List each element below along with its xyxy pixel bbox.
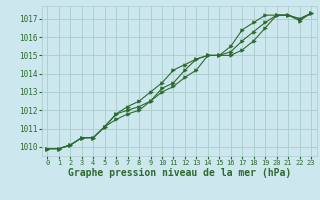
X-axis label: Graphe pression niveau de la mer (hPa): Graphe pression niveau de la mer (hPa) (68, 168, 291, 178)
